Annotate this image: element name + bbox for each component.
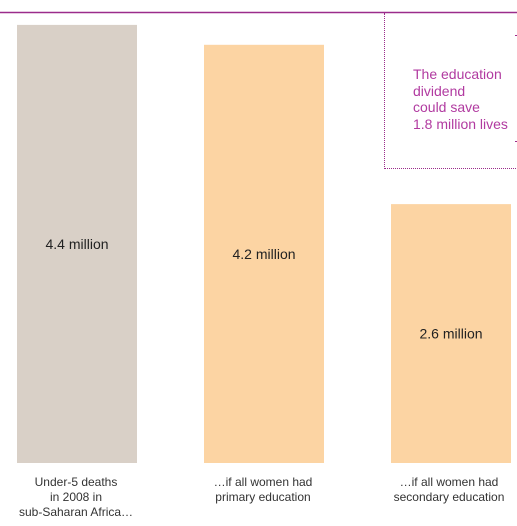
callout-tick-top (515, 35, 517, 36)
callout-tick-bottom (515, 141, 517, 142)
bar-secondary-education (391, 204, 511, 463)
bar-under5-deaths (17, 24, 137, 463)
bar-primary-education (204, 44, 324, 463)
value-label-primary-education: 4.2 million (232, 246, 295, 262)
annotation-callout: The education dividend could save 1.8 mi… (384, 13, 517, 169)
category-label-under5-deaths: Under-5 deaths in 2008 in sub-Saharan Af… (18, 475, 134, 519)
category-label-primary-education: …if all women had primary education (213, 475, 313, 504)
value-label-under5-deaths: 4.4 million (45, 236, 108, 252)
value-label-secondary-education: 2.6 million (419, 326, 482, 342)
category-label-secondary-education: …if all women had secondary education (393, 475, 505, 504)
annotation-text: The education dividend could save 1.8 mi… (413, 66, 508, 132)
